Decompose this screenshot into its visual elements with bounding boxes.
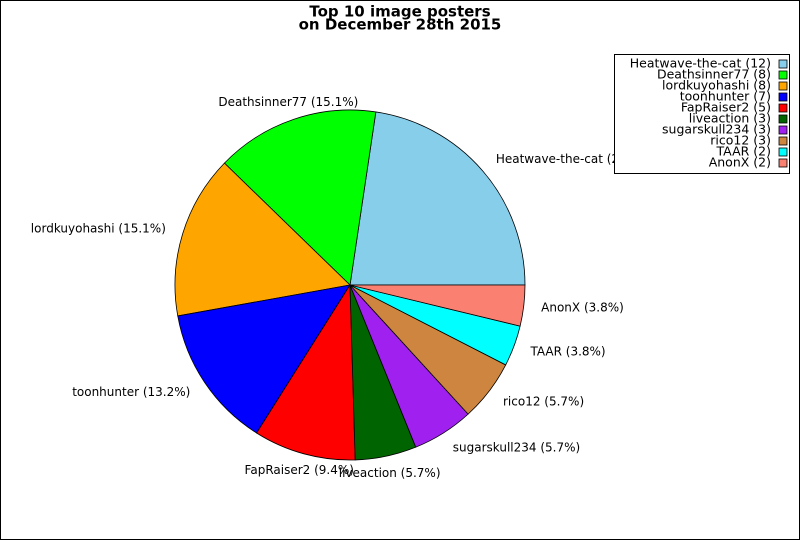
legend-label: Heatwave-the-cat (12) <box>630 56 771 71</box>
pie-slice <box>256 283 356 461</box>
pie-slice <box>349 111 526 286</box>
legend-box <box>614 54 790 174</box>
legend-swatch <box>778 59 788 69</box>
slice-label: sugarskull234 (5.7%) <box>453 440 580 454</box>
legend-swatch <box>778 147 788 157</box>
slice-label: liveaction (5.7%) <box>339 466 441 480</box>
legend-label: FapRaiser2 (5) <box>681 100 771 115</box>
slice-label: AnonX (3.8%) <box>541 300 624 314</box>
legend-swatch <box>778 92 788 102</box>
legend-label: Deathsinner77 (8) <box>657 67 771 82</box>
legend-swatch <box>778 114 788 124</box>
legend-swatch <box>778 81 788 91</box>
pie-slice <box>349 284 526 327</box>
legend-swatch <box>778 136 788 146</box>
legend-label: toonhunter (7) <box>680 89 771 104</box>
slice-label: lordkuyohashi (15.1%) <box>31 221 166 235</box>
pie-slice <box>177 284 351 434</box>
legend-label: AnonX (2) <box>709 155 771 170</box>
pie-slice <box>174 162 351 317</box>
legend-label: liveaction (3) <box>689 111 771 126</box>
legend-swatch <box>778 158 788 168</box>
slice-label: rico12 (5.7%) <box>503 394 584 408</box>
chart-title: on December 28th 2015 <box>299 16 502 34</box>
legend-label: sugarskull234 (3) <box>662 122 771 137</box>
chart-title: Top 10 image posters <box>309 3 490 21</box>
legend-swatch <box>778 103 788 113</box>
legend-label: lordkuyohashi (8) <box>662 78 771 93</box>
slice-label: toonhunter (13.2%) <box>72 385 190 399</box>
slice-label: FapRaiser2 (9.4%) <box>245 463 354 477</box>
legend-swatch <box>778 125 788 135</box>
pie-slice <box>223 109 377 286</box>
slice-label: Deathsinner77 (15.1%) <box>218 95 358 109</box>
slice-label: TAAR (3.8%) <box>529 345 605 359</box>
legend-swatch <box>778 70 788 80</box>
legend-label: TAAR (2) <box>716 144 771 159</box>
legend-label: rico12 (3) <box>710 133 771 148</box>
